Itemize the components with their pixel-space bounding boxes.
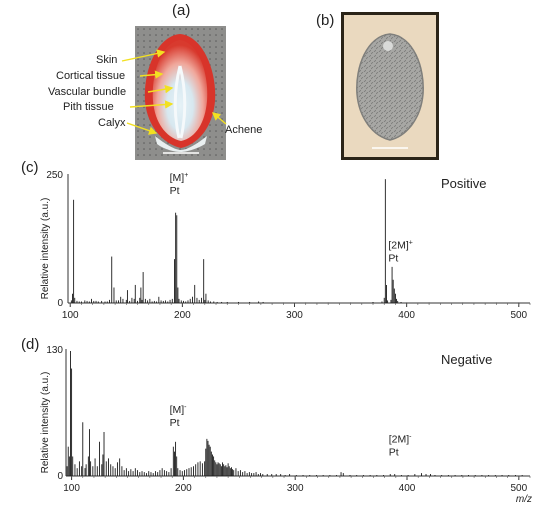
x-tick-label: 300 <box>287 483 304 494</box>
arrow-cortical <box>139 70 164 79</box>
x-tick-label: 400 <box>399 483 416 494</box>
peak-annotation-pt: Pt <box>170 185 180 197</box>
label-vascular-bundle: Vascular bundle <box>48 86 127 98</box>
arrow-vascular <box>147 85 174 94</box>
x-axis-label: m/z <box>516 494 532 505</box>
arrow-skin <box>121 49 166 62</box>
y-axis-label: Relative intensity (a.u.) <box>40 198 51 300</box>
y-tick-label-zero: 0 <box>57 471 63 482</box>
x-tick-label: 300 <box>286 310 303 320</box>
peak-annotation: [M]+ <box>170 172 189 184</box>
chart-d-title: Negative <box>441 352 493 367</box>
peak-annotation: [2M]- <box>389 433 412 445</box>
label-pith-tissue: Pith tissue <box>63 101 114 113</box>
label-skin: Skin <box>96 54 118 66</box>
y-axis-label: Relative intensity (a.u.) <box>40 372 51 474</box>
x-tick-label: 200 <box>175 483 192 494</box>
arrow-achene <box>211 112 227 125</box>
arrow-calyx <box>126 122 158 135</box>
annotation-arrows <box>121 49 227 135</box>
peak-annotation-pt: Pt <box>389 446 399 458</box>
panel-a-label: (a) <box>172 2 191 19</box>
x-tick-label: 100 <box>62 310 79 320</box>
tissue-section-image <box>341 12 439 160</box>
label-achene: Achene <box>225 124 263 136</box>
y-tick-label-max: 250 <box>46 170 63 181</box>
panel-c-label: (c) <box>21 159 39 176</box>
peak-annotation: [2M]+ <box>388 239 413 251</box>
x-tick-label: 500 <box>510 310 527 320</box>
panel-d-label: (d) <box>21 336 40 353</box>
y-tick-label-max: 130 <box>46 345 63 356</box>
label-cortical-tissue: Cortical tissue <box>56 70 126 82</box>
peak-annotation: [M]- <box>170 404 188 416</box>
peak-annotation-pt: Pt <box>388 252 398 264</box>
chart-c-title: Positive <box>441 176 487 191</box>
label-calyx: Calyx <box>98 117 126 129</box>
panel-b-label: (b) <box>316 12 335 29</box>
chart-d-negative: 100 200 300 400 500 130 0 Relative intensity (a… <box>40 345 532 505</box>
peak-annotation-pt: Pt <box>170 417 180 429</box>
x-tick-label: 100 <box>63 483 80 494</box>
x-tick-label: 500 <box>510 483 527 494</box>
x-tick-label: 200 <box>174 310 191 320</box>
x-tick-label: 400 <box>398 310 415 320</box>
strawberry-cross-section-image <box>135 26 226 160</box>
chart-c-positive: 100 200 300 400 500 250 0 Relative intensity (a… <box>40 170 531 320</box>
y-tick-label-zero: 0 <box>57 298 63 309</box>
arrow-pith <box>129 100 174 109</box>
